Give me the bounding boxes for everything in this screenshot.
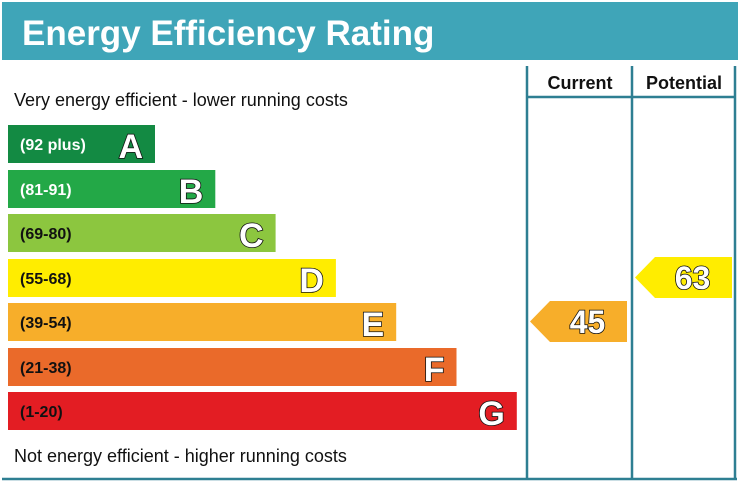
band-letter: B [179, 173, 204, 211]
band-bar [8, 214, 276, 252]
band-letter: G [478, 395, 504, 433]
band-range-label: (92 plus) [20, 137, 86, 154]
title-banner [2, 2, 738, 60]
band-range-label: (69-80) [20, 226, 72, 243]
top-note: Very energy efficient - lower running co… [14, 90, 348, 110]
arrow-value: 63 [675, 260, 711, 296]
band-bar [8, 259, 336, 297]
arrow-shape [530, 301, 627, 342]
band-a: (92 plus) A [8, 125, 155, 167]
band-letter: F [424, 351, 445, 389]
band-c: (69-80) C [8, 214, 276, 256]
rating-bands: (92 plus) A(81-91) B(69-80) C(55-68) D(39-54… [8, 125, 517, 434]
band-letter: D [299, 262, 324, 300]
band-bar [8, 125, 155, 163]
band-range-label: (81-91) [20, 182, 72, 199]
current-rating-arrow: 45 [530, 301, 627, 342]
band-letter: E [362, 306, 385, 344]
band-range-label: (55-68) [20, 271, 72, 288]
band-g: (1-20) G [8, 392, 517, 434]
band-b: (81-91) B [8, 170, 216, 212]
arrow-value: 45 [570, 304, 606, 340]
band-letter: C [239, 217, 264, 255]
column-grid [2, 66, 737, 481]
column-header-current: Current [547, 73, 612, 93]
bottom-note: Not energy efficient - higher running co… [14, 446, 347, 466]
band-bar [8, 303, 397, 341]
band-letter: A [118, 128, 143, 166]
column-header-potential: Potential [646, 73, 722, 93]
band-range-label: (1-20) [20, 404, 63, 421]
chart-title: Energy Efficiency Rating [22, 14, 434, 53]
potential-rating-arrow: 63 [635, 257, 732, 298]
band-d: (55-68) D [8, 259, 336, 301]
band-f: (21-38) F [8, 348, 457, 390]
band-bar [8, 392, 517, 430]
band-range-label: (21-38) [20, 360, 72, 377]
band-bar [8, 170, 216, 208]
arrow-shape [635, 257, 732, 298]
rating-arrows: 45 63 [530, 257, 732, 342]
band-range-label: (39-54) [20, 315, 72, 332]
band-bar [8, 348, 457, 386]
band-e: (39-54) E [8, 303, 397, 345]
